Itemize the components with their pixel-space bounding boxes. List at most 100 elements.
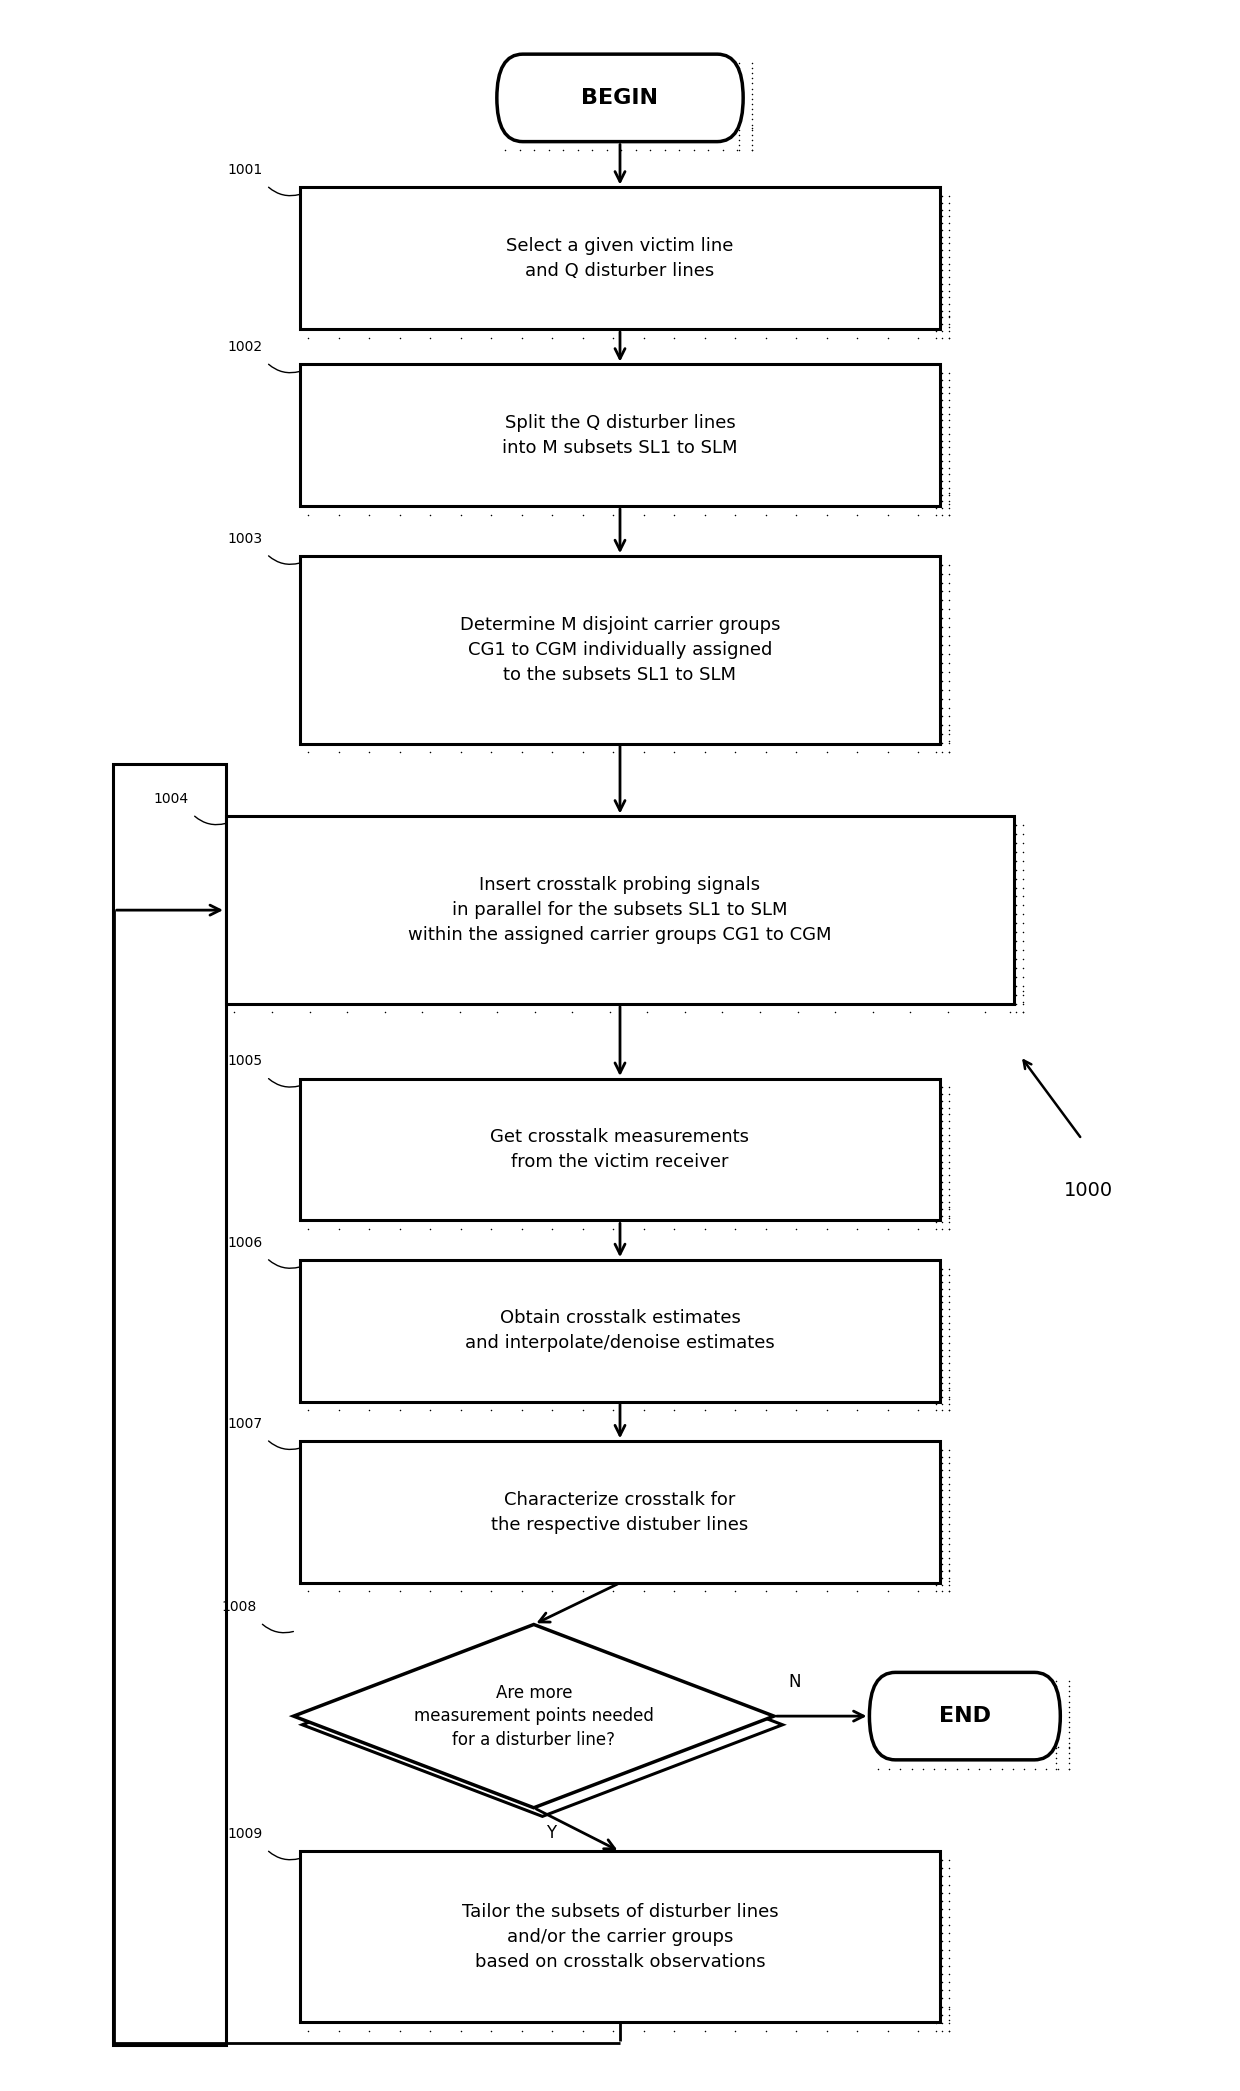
Text: Determine M disjoint carrier groups
CG1 to CGM individually assigned
to the subs: Determine M disjoint carrier groups CG1 …	[460, 615, 780, 684]
Point	[817, 322, 837, 355]
Point	[756, 299, 776, 332]
Point	[542, 498, 562, 531]
Point	[932, 1535, 952, 1568]
Point	[926, 1146, 946, 1179]
Point	[926, 213, 946, 247]
Point	[992, 1752, 1012, 1786]
Point	[604, 1564, 624, 1598]
Point	[926, 1386, 946, 1420]
Point	[939, 370, 959, 404]
Point	[1059, 1664, 1079, 1698]
Point	[262, 985, 281, 1018]
Point	[924, 1729, 944, 1763]
Point	[926, 1441, 946, 1474]
Point	[694, 1213, 714, 1246]
Point	[742, 56, 761, 90]
Point	[926, 1213, 946, 1246]
Point	[262, 995, 281, 1029]
Point	[756, 1382, 776, 1416]
Point	[637, 985, 657, 1018]
Point	[926, 286, 946, 320]
Point	[932, 726, 952, 759]
Point	[713, 985, 733, 1018]
Point	[573, 713, 593, 746]
Point	[939, 458, 959, 491]
Point	[420, 1575, 440, 1608]
Point	[481, 713, 501, 746]
Text: Y: Y	[546, 1825, 557, 1842]
Point	[939, 583, 959, 617]
Point	[817, 1993, 837, 2026]
Point	[932, 1353, 952, 1386]
Point	[481, 487, 501, 521]
Point	[878, 1202, 898, 1236]
Point	[389, 309, 409, 343]
Point	[451, 1575, 471, 1608]
Point	[1013, 809, 1033, 843]
Point	[525, 134, 544, 167]
Point	[926, 654, 946, 688]
Point	[756, 713, 776, 746]
Point	[926, 1347, 946, 1380]
Point	[675, 974, 694, 1008]
Point	[926, 1529, 946, 1562]
Point	[756, 1554, 776, 1587]
Point	[939, 1382, 959, 1416]
Point	[926, 602, 946, 636]
Point	[742, 98, 761, 132]
Point	[932, 1949, 952, 1982]
Point	[573, 322, 593, 355]
Point	[665, 1382, 684, 1416]
Point	[932, 1917, 952, 1951]
Point	[360, 1190, 379, 1223]
Point	[481, 498, 501, 531]
Point	[817, 1554, 837, 1587]
Point	[451, 1554, 471, 1587]
Point	[909, 1554, 929, 1587]
Point	[939, 1380, 959, 1414]
Point	[420, 1993, 440, 2026]
Point	[665, 1393, 684, 1426]
Point	[1059, 1700, 1079, 1733]
Point	[932, 307, 952, 341]
Point	[999, 826, 1019, 859]
Point	[360, 1393, 379, 1426]
Point	[360, 477, 379, 510]
Point	[360, 299, 379, 332]
Point	[909, 1393, 929, 1426]
Point	[981, 1729, 1001, 1763]
Point	[420, 2003, 440, 2037]
Point	[932, 355, 952, 389]
Point	[939, 1299, 959, 1332]
Point	[412, 974, 432, 1008]
Point	[713, 974, 733, 1008]
Point	[299, 1382, 319, 1416]
Point	[926, 2014, 946, 2047]
Point	[932, 575, 952, 608]
Point	[329, 2014, 348, 2047]
Point	[665, 1575, 684, 1608]
Point	[525, 974, 544, 1008]
Point	[939, 1179, 959, 1213]
Point	[939, 1085, 959, 1119]
Point	[932, 1192, 952, 1225]
Point	[939, 404, 959, 437]
Point	[1059, 1696, 1079, 1729]
Point	[939, 1326, 959, 1359]
Point	[634, 1202, 653, 1236]
Point	[926, 1460, 946, 1493]
Point	[976, 974, 996, 1008]
Point	[932, 397, 952, 431]
Point	[756, 736, 776, 769]
Point	[512, 1372, 532, 1405]
Point	[939, 1131, 959, 1165]
Point	[750, 995, 770, 1029]
Point	[926, 180, 946, 213]
Point	[299, 309, 319, 343]
Point	[512, 713, 532, 746]
Point	[1047, 1690, 1066, 1723]
Point	[329, 1202, 348, 1236]
Point	[389, 723, 409, 757]
Point	[817, 309, 837, 343]
Point	[604, 477, 624, 510]
